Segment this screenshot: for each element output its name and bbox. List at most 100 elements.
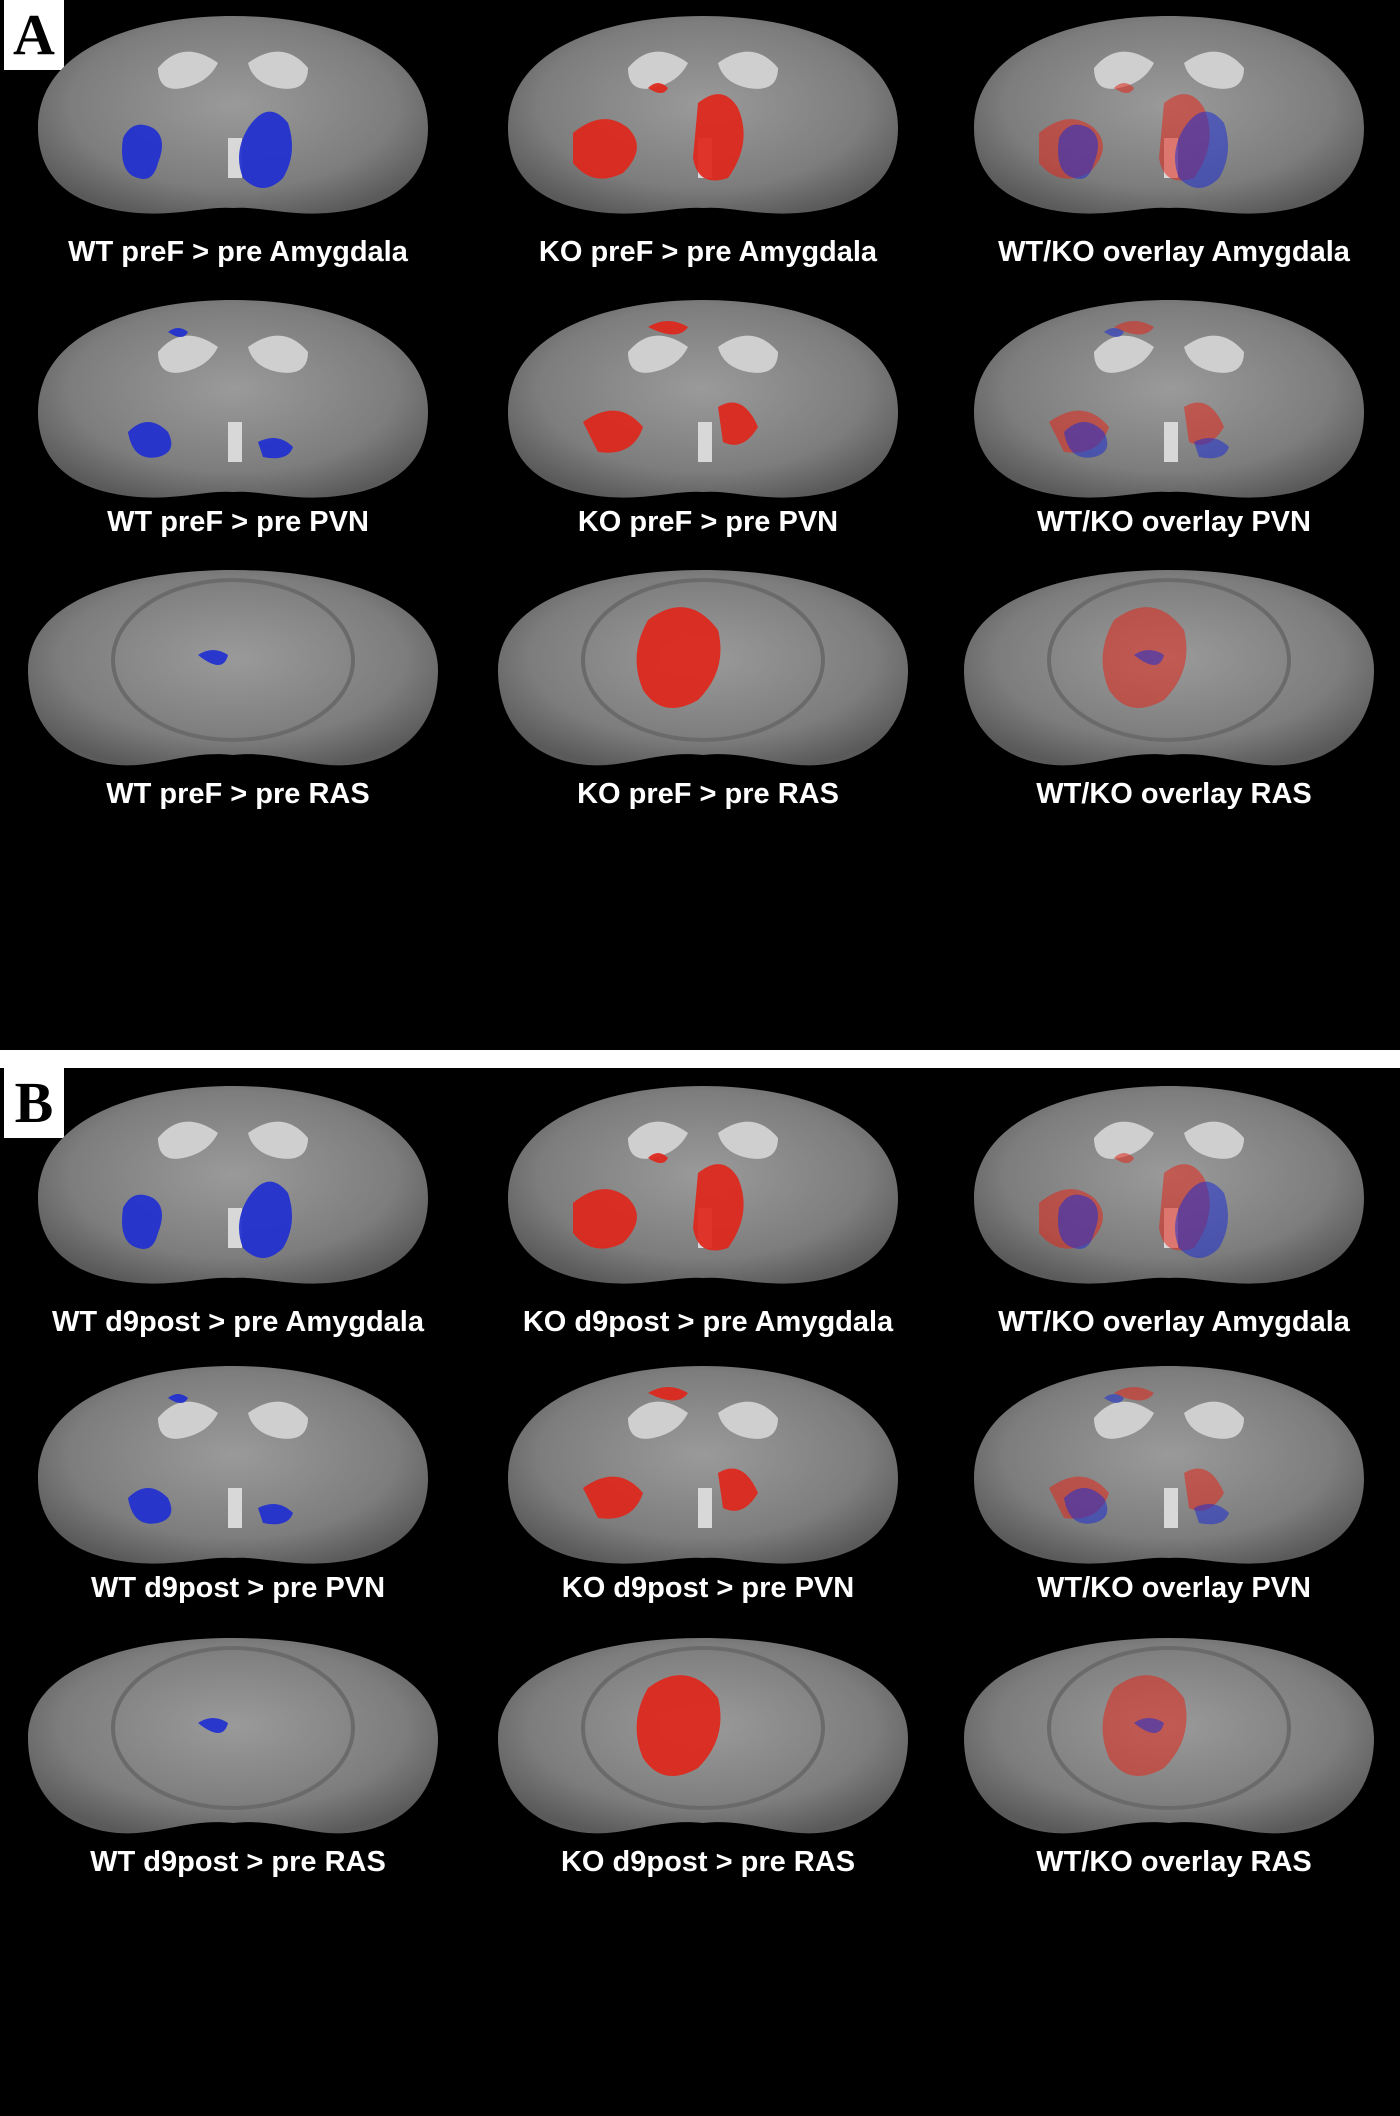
ko-activation-region: [718, 402, 758, 445]
ventricle-highlight: [158, 335, 308, 373]
wt-activation-region: [198, 1718, 228, 1733]
image-caption: WT/KO overlay Amygdala: [998, 1306, 1350, 1338]
mri-slice: [38, 300, 428, 498]
mri-slice: [508, 300, 898, 498]
ventricle-highlight: [158, 1401, 308, 1439]
brain-outline: [28, 570, 438, 766]
brain-outline: [508, 300, 898, 498]
image-caption: KO preF > pre Amygdala: [538, 236, 878, 268]
wt-activation-region: [1064, 1488, 1108, 1524]
brain-section-red: KO preF > pre Amygdala: [478, 8, 938, 286]
image-caption: WT d9post > pre RAS: [90, 1846, 386, 1878]
ventricle-highlight: [1094, 335, 1244, 373]
wt-activation-region: [1104, 1394, 1124, 1403]
ko-activation-region: [648, 321, 688, 335]
image-caption: KO preF > pre PVN: [577, 506, 839, 538]
brain-section-red: KO d9post > pre Amygdala: [478, 1078, 938, 1356]
ko-activation-region: [718, 1468, 758, 1511]
mri-slice: [974, 1366, 1364, 1564]
wt-activation-region: [1194, 1504, 1229, 1525]
brain-section-both: WT/KO overlay RAS: [944, 1628, 1400, 1896]
mri-slice: [28, 1638, 438, 1834]
ko-activation-region: [583, 1476, 643, 1519]
mri-slice: [38, 1086, 428, 1284]
brain-outline: [38, 1086, 428, 1284]
ko-activation-region: [1184, 402, 1224, 445]
wt-activation-region: [128, 422, 172, 458]
brain-section-blue: WT preF > pre Amygdala: [8, 8, 468, 286]
ventricle-highlight: [628, 1401, 778, 1439]
image-caption: KO d9post > pre RAS: [560, 1846, 856, 1878]
wt-activation-region: [1134, 1718, 1164, 1733]
mri-slice: [498, 570, 908, 766]
ko-activation-region: [648, 83, 668, 93]
wt-activation-region: [122, 1194, 162, 1249]
image-caption: WT/KO overlay RAS: [1036, 778, 1312, 810]
mri-slice: [38, 16, 428, 214]
wt-activation-region: [122, 124, 162, 179]
mri-slice: [28, 570, 438, 766]
image-caption: WT preF > pre PVN: [107, 506, 369, 538]
panel-label: A: [4, 0, 64, 70]
brain-outline: [38, 300, 428, 498]
wt-activation-region: [239, 1181, 292, 1258]
brain-outline: [28, 1638, 438, 1834]
brain-outline: [974, 1366, 1364, 1564]
mri-slice: [508, 1086, 898, 1284]
ko-activation-region: [648, 1387, 688, 1401]
ventricle-highlight: [628, 1121, 778, 1159]
ko-activation-region: [573, 1189, 637, 1249]
brain-outline: [38, 16, 428, 214]
brain-section-both: WT/KO overlay RAS: [944, 560, 1400, 828]
wt-activation-region: [1134, 650, 1164, 665]
wt-activation-region: [128, 1488, 172, 1524]
ko-activation-region: [1114, 1153, 1134, 1163]
wt-activation-region: [1194, 438, 1229, 459]
wt-activation-region: [1175, 1181, 1228, 1258]
brain-section-red: KO d9post > pre RAS: [478, 1628, 938, 1896]
ko-activation-region: [693, 94, 744, 181]
brain-section-red: KO preF > pre PVN: [478, 292, 938, 556]
ventricle-highlight: [158, 51, 308, 89]
image-caption: KO preF > pre RAS: [577, 778, 839, 810]
image-caption: KO d9post > pre Amygdala: [522, 1306, 894, 1338]
brain-section-blue: WT d9post > pre RAS: [8, 1628, 468, 1896]
image-caption: WT/KO overlay RAS: [1036, 1846, 1312, 1878]
wt-activation-region: [1058, 1194, 1098, 1249]
mri-slice: [498, 1638, 908, 1834]
wt-activation-region: [168, 1394, 188, 1403]
mri-slice: [974, 300, 1364, 498]
brain-outline: [508, 1366, 898, 1564]
panel-a: A WT preF > pre Amygdala KO preF > pre Am…: [0, 0, 1400, 1050]
brain-section-blue: WT preF > pre PVN: [8, 292, 468, 556]
ko-activation-region: [648, 1153, 668, 1163]
mri-slice: [974, 1086, 1364, 1284]
panel-b: B WT d9post > pre Amygdala KO d9post > pr…: [0, 1068, 1400, 2116]
image-caption: WT/KO overlay PVN: [1037, 1572, 1311, 1604]
wt-activation-region: [239, 111, 292, 188]
wt-activation-region: [1175, 111, 1228, 188]
mri-slice: [508, 1366, 898, 1564]
wt-activation-region: [198, 650, 228, 665]
wt-activation-region: [1064, 422, 1108, 458]
image-caption: WT d9post > pre PVN: [90, 1572, 386, 1604]
wt-activation-region: [258, 1504, 293, 1525]
ko-activation-region: [1184, 1468, 1224, 1511]
brain-outline: [974, 300, 1364, 498]
image-caption: WT preF > pre RAS: [106, 778, 370, 810]
ko-activation-region: [636, 1675, 721, 1776]
image-caption: WT preF > pre Amygdala: [68, 236, 408, 268]
panel-divider: [0, 1050, 1400, 1068]
brain-section-both: WT/KO overlay PVN: [944, 292, 1400, 556]
image-caption: WT/KO overlay Amygdala: [998, 236, 1350, 268]
brain-section-both: WT/KO overlay Amygdala: [944, 1078, 1400, 1356]
ko-activation-region: [1114, 83, 1134, 93]
brain-section-blue: WT preF > pre RAS: [8, 560, 468, 828]
ventricle-highlight: [628, 335, 778, 373]
brain-section-both: WT/KO overlay PVN: [944, 1358, 1400, 1622]
ventricle-highlight: [628, 51, 778, 89]
panel-label: B: [4, 1068, 64, 1138]
image-caption: KO d9post > pre PVN: [561, 1572, 855, 1604]
ko-activation-region: [1114, 321, 1154, 335]
